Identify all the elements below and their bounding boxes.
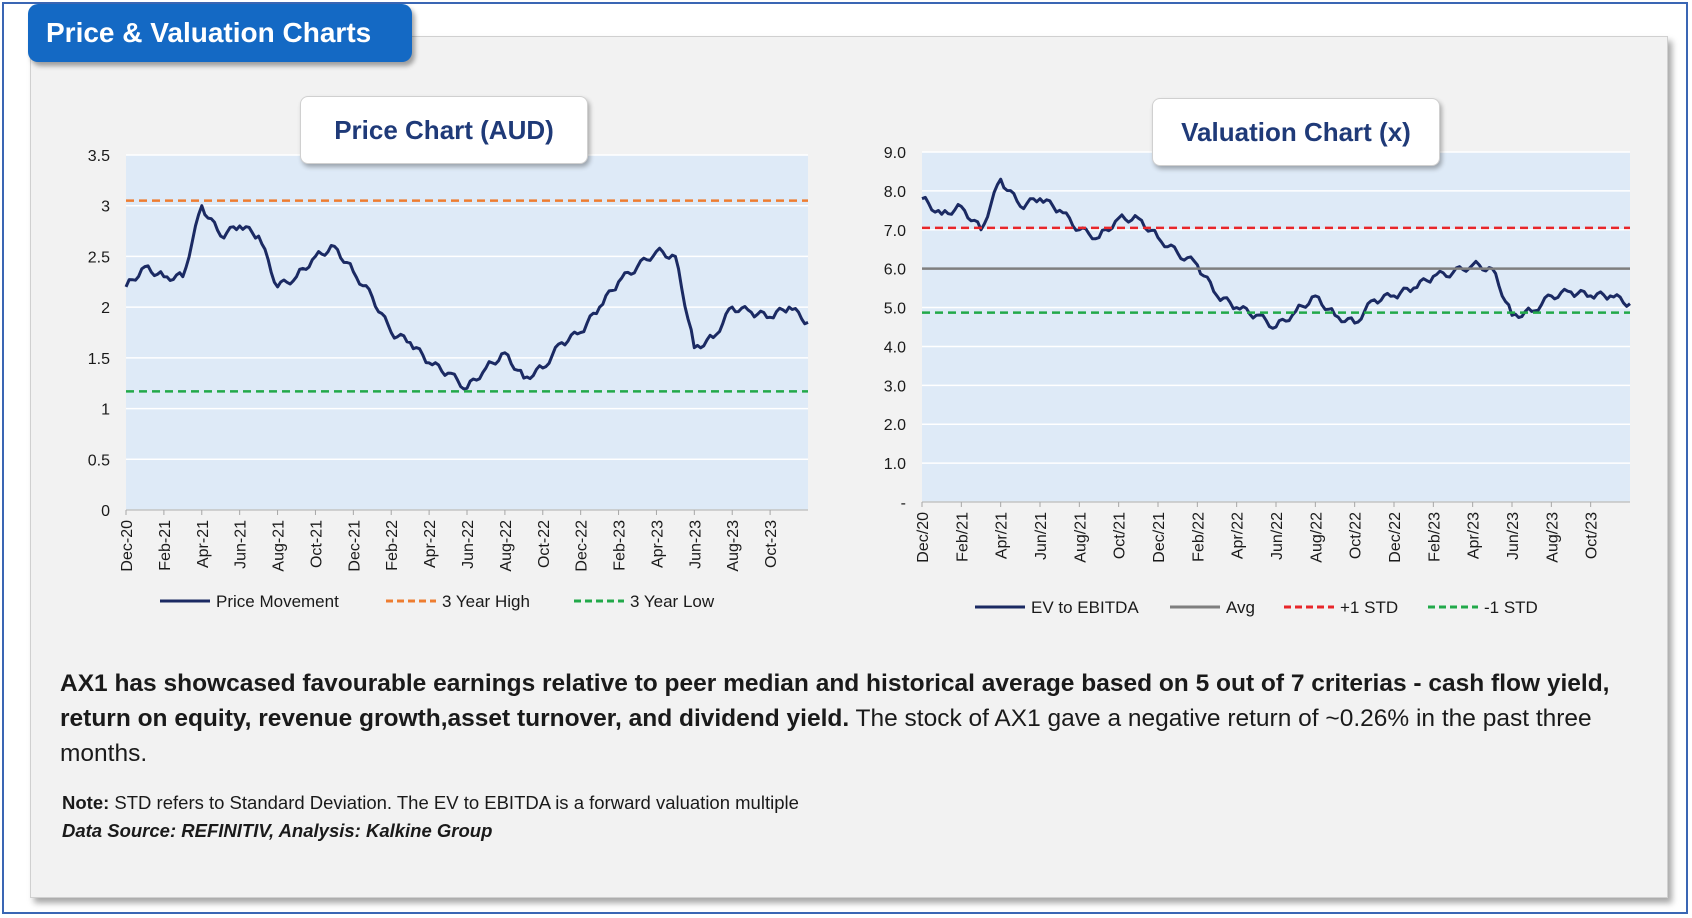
- legend-label: Price Movement: [216, 592, 339, 611]
- summary-bold: AX1 has showcased favourable earnings re…: [60, 670, 1610, 732]
- y-tick-label: 5.0: [884, 301, 906, 318]
- legend-label: 3 Year High: [442, 592, 530, 611]
- series-line: [124, 204, 809, 391]
- summary-regular: The stock of AX1 gave a negative return …: [60, 705, 1592, 767]
- y-tick-label: 0: [101, 503, 110, 520]
- note-text: STD refers to Standard Deviation. The EV…: [109, 792, 799, 813]
- y-tick-label: 2.5: [88, 249, 110, 266]
- summary-paragraph: AX1 has showcased favourable earnings re…: [60, 666, 1660, 771]
- x-tick-label: Dec/22: [1387, 512, 1404, 563]
- y-tick-label: 3.5: [88, 148, 110, 165]
- y-tick-label: 6.0: [884, 262, 906, 279]
- valuation-chart-title-box: Valuation Chart (x): [1152, 98, 1440, 166]
- note-line: Note: STD refers to Standard Deviation. …: [62, 792, 799, 814]
- x-tick-label: Aug-22: [498, 520, 515, 572]
- legend-label: Avg: [1226, 598, 1255, 617]
- x-tick-label: Aug-23: [725, 520, 742, 572]
- valuation-chart-title: Valuation Chart (x): [1181, 117, 1411, 147]
- x-tick-label: Apr/22: [1230, 512, 1247, 559]
- x-tick-label: Apr-23: [649, 520, 666, 568]
- x-tick-label: Dec-20: [119, 520, 136, 572]
- y-tick-label: 2: [101, 300, 110, 317]
- x-tick-label: Aug/22: [1308, 512, 1325, 563]
- x-tick-label: Oct-23: [763, 520, 780, 568]
- x-tick-label: Feb-23: [612, 520, 629, 571]
- note-label: Note:: [62, 792, 110, 813]
- x-tick-label: Oct/21: [1112, 512, 1129, 559]
- section-title: Price & Valuation Charts: [46, 17, 372, 48]
- x-tick-label: Apr/21: [994, 512, 1011, 559]
- x-tick-label: Feb/23: [1426, 512, 1443, 562]
- y-tick-label: 3: [101, 199, 110, 216]
- x-tick-label: Dec/21: [1151, 512, 1168, 563]
- price-chart: 3.5 3 2.5 2 1.5 1 0.5 0 Dec-20 Feb-21 Apr-21 Jun-21…: [88, 148, 809, 611]
- x-tick-label: Jun/22: [1269, 512, 1286, 560]
- y-tick-label: -: [901, 495, 906, 512]
- y-tick-label: 8.0: [884, 184, 906, 201]
- y-tick-label: 0.5: [88, 452, 110, 469]
- x-tick-label: Oct-22: [536, 520, 553, 568]
- x-tick-label: Dec-21: [346, 520, 363, 572]
- data-source: Data Source: REFINITIV, Analysis: Kalkin…: [62, 820, 493, 841]
- y-tick-label: 9.0: [884, 145, 906, 162]
- x-tick-label: Dec/20: [915, 512, 932, 563]
- y-tick-label: 2.0: [884, 417, 906, 434]
- y-tick-label: 1: [101, 402, 110, 419]
- price-chart-title: Price Chart (AUD): [334, 115, 554, 145]
- legend-label: 3 Year Low: [630, 592, 715, 611]
- x-tick-label: Aug/23: [1544, 512, 1561, 563]
- x-tick-label: Oct/23: [1584, 512, 1601, 559]
- x-tick-label: Jun-21: [233, 520, 250, 569]
- x-tick-label: Apr-22: [422, 520, 439, 568]
- price-chart-title-box: Price Chart (AUD): [300, 96, 588, 164]
- x-tick-label: Feb-22: [384, 520, 401, 571]
- y-tick-label: 1.5: [88, 351, 110, 368]
- legend-label: -1 STD: [1484, 598, 1538, 617]
- legend-label: EV to EBITDA: [1031, 598, 1139, 617]
- x-tick-label: Apr/23: [1466, 512, 1483, 559]
- x-tick-label: Jun-23: [687, 520, 704, 569]
- x-tick-label: Feb/22: [1190, 512, 1207, 562]
- x-tick-label: Aug-21: [271, 520, 288, 572]
- x-tick-label: Apr-21: [195, 520, 212, 568]
- x-tick-label: Oct-21: [308, 520, 325, 568]
- x-tick-label: Feb/21: [954, 512, 971, 562]
- x-tick-label: Feb-21: [157, 520, 174, 571]
- x-tick-label: Oct/22: [1348, 512, 1365, 559]
- x-tick-label: Jun/21: [1033, 512, 1050, 560]
- y-tick-label: 4.0: [884, 339, 906, 356]
- series-line: [921, 177, 1631, 330]
- y-tick-label: 1.0: [884, 456, 906, 473]
- x-tick-label: Jun-22: [460, 520, 477, 569]
- plot-area: [126, 155, 808, 510]
- valuation-chart: 9.0 8.0 7.0 6.0 5.0 4.0 3.0 2.0 1.0 -Dec/20 Feb/21…: [884, 145, 1631, 617]
- y-tick-label: 3.0: [884, 378, 906, 395]
- section-header: Price & Valuation Charts: [28, 4, 412, 62]
- x-tick-label: Aug/21: [1072, 512, 1089, 563]
- x-tick-label: Dec-22: [574, 520, 591, 572]
- legend-label: +1 STD: [1340, 598, 1398, 617]
- x-tick-label: Jun/23: [1505, 512, 1522, 560]
- y-tick-label: 7.0: [884, 223, 906, 240]
